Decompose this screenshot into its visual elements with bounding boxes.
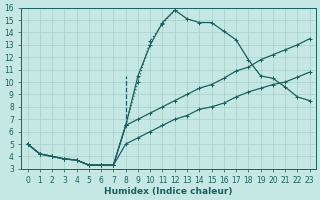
X-axis label: Humidex (Indice chaleur): Humidex (Indice chaleur): [104, 187, 233, 196]
